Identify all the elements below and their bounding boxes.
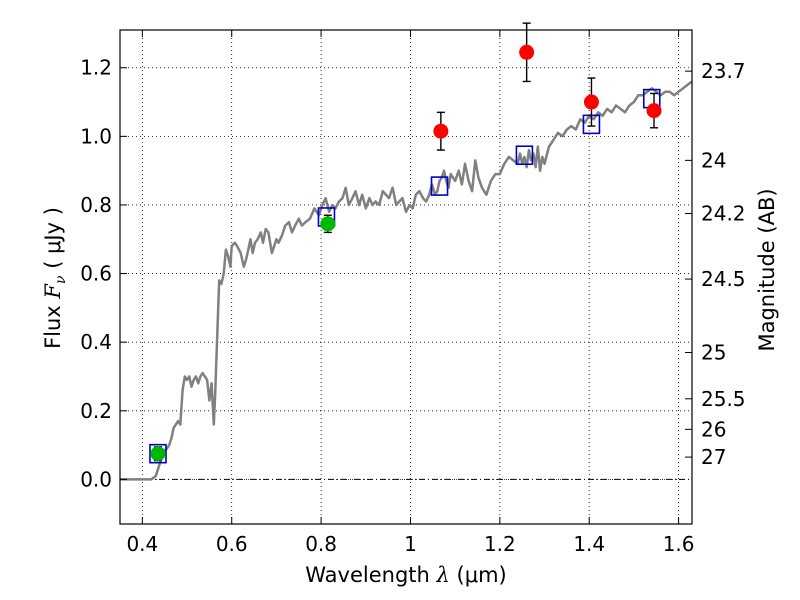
- y-axis-label: Flux Fν ( μJy ): [41, 207, 69, 349]
- y-tick-label: 1.0: [80, 124, 112, 148]
- nir-detection-point: [519, 44, 535, 60]
- y-tick-label: 0.8: [80, 193, 112, 217]
- x-tick-label: 1.2: [484, 532, 516, 556]
- model-band-square: [515, 145, 534, 166]
- mag-tick-label: 25: [701, 340, 726, 364]
- model-band-square: [430, 176, 449, 196]
- x-tick-label: 1: [404, 532, 417, 556]
- nir-detection-point: [433, 123, 449, 139]
- optical-detection-point: [150, 446, 166, 462]
- x-tick-label: 1.4: [573, 532, 605, 556]
- y-tick-label: 0.4: [80, 330, 112, 354]
- mag-tick-label: 24.2: [701, 202, 746, 226]
- y-tick-label: 0.6: [80, 262, 112, 286]
- model-band-square: [149, 443, 167, 464]
- optical-detection-point: [320, 216, 336, 232]
- grid-lines: [120, 30, 692, 524]
- mag-tick-label: 23.7: [701, 59, 746, 83]
- x-tick-label: 0.8: [305, 532, 337, 556]
- nir-detection-point: [583, 94, 599, 110]
- y2-axis-label: Magnitude (AB): [755, 188, 779, 351]
- axis-ticks: 0.4 0.6 0.8 1 1.2 1.4 1.6 0.0 0.2 0.4 0.6 0.8 1.0 1.2…: [80, 30, 746, 556]
- plot-frame: [119, 29, 693, 525]
- nir-detection-point: [646, 103, 662, 119]
- mag-tick-label: 27: [701, 445, 726, 469]
- x-tick-label: 1.6: [663, 532, 695, 556]
- model-sed-line: [120, 80, 693, 481]
- y-tick-label: 0.0: [80, 467, 112, 491]
- mag-tick-label: 24.5: [701, 267, 746, 291]
- mag-tick-label: 26: [701, 417, 726, 441]
- mag-tick-label: 24: [701, 148, 726, 172]
- y-tick-label: 0.2: [80, 399, 112, 423]
- x-tick-label: 0.6: [216, 532, 248, 556]
- data-marks: [149, 22, 662, 464]
- y-tick-label: 1.2: [80, 56, 112, 80]
- mag-tick-label: 25.5: [701, 387, 746, 411]
- x-axis-label: Wavelength λ (μm): [305, 563, 506, 587]
- x-tick-label: 0.4: [126, 532, 158, 556]
